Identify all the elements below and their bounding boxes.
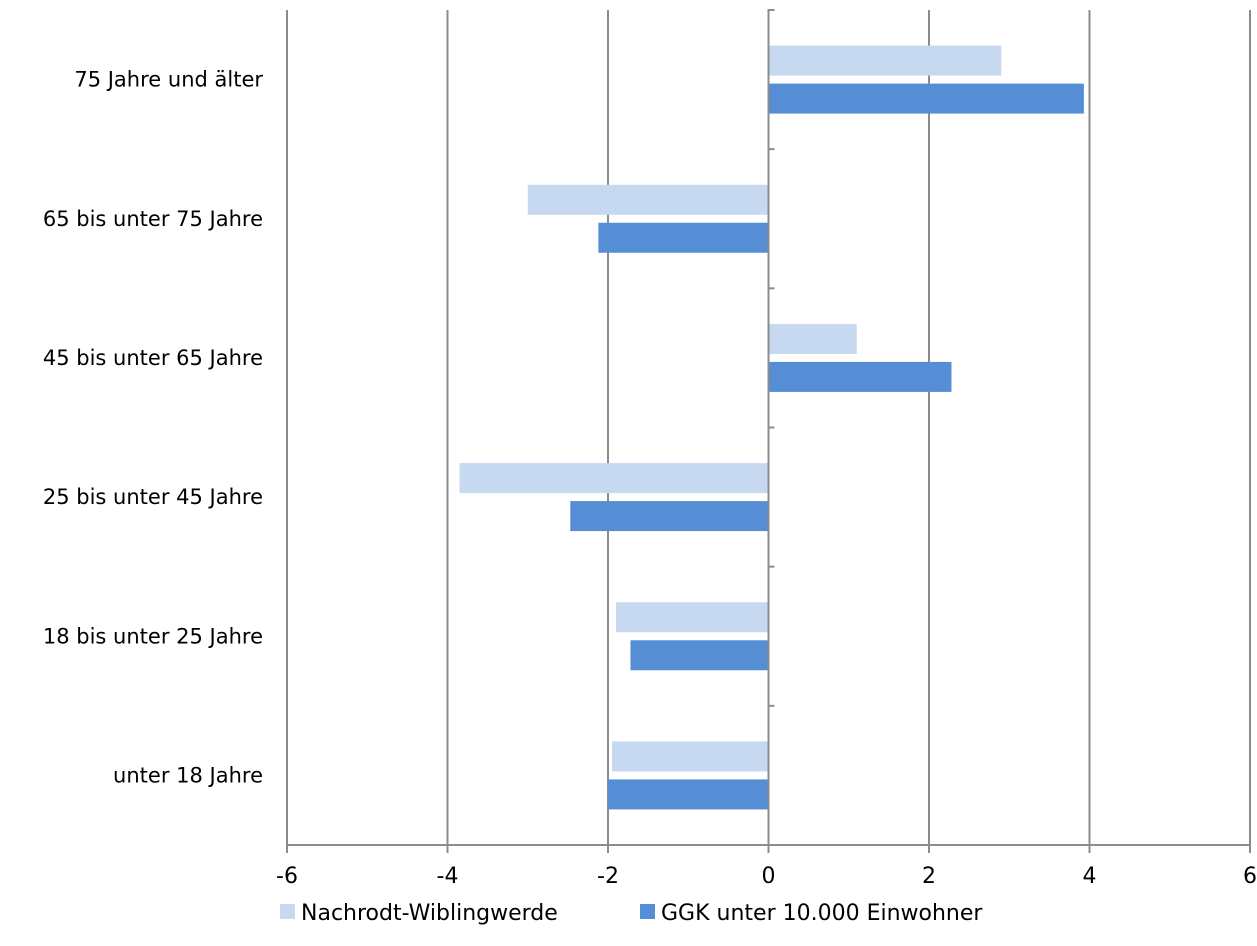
category-label: 75 Jahre und älter: [74, 68, 263, 92]
bar-series2-cat1: [608, 779, 769, 810]
x-tick-label: 0: [762, 864, 776, 889]
category-label: 25 bis unter 45 Jahre: [43, 485, 263, 509]
bar-series2-cat5: [598, 222, 769, 253]
x-tick-labels: -6 -4 -2 0 2 4 6: [276, 864, 1257, 889]
x-tick-label: 6: [1243, 864, 1257, 889]
category-label: 65 bis unter 75 Jahre: [43, 207, 263, 231]
category-label: unter 18 Jahre: [113, 763, 263, 787]
x-tick-label: 4: [1083, 864, 1097, 889]
legend-swatch: [640, 904, 655, 919]
bar-series1-cat6: [768, 45, 1002, 76]
bar-series1-cat4: [768, 323, 857, 354]
bar-series1-cat1: [612, 741, 769, 772]
x-tick-label: -6: [276, 864, 298, 889]
legend-item-2: GGK unter 10.000 Einwohner: [640, 901, 983, 926]
category-label: 18 bis unter 25 Jahre: [43, 624, 263, 648]
bar-series2-cat6: [768, 83, 1084, 114]
legend-label: GGK unter 10.000 Einwohner: [661, 901, 983, 926]
bar-series1-cat5: [527, 184, 769, 215]
legend-label: Nachrodt-Wiblingwerde: [301, 901, 558, 926]
legend-item-1: Nachrodt-Wiblingwerde: [280, 901, 558, 926]
category-labels: unter 18 Jahre 18 bis unter 25 Jahre 25 bi…: [43, 68, 263, 788]
legend: Nachrodt-Wiblingwerde GGK unter 10.000 Ei…: [280, 901, 983, 926]
x-tick-label: -2: [597, 864, 619, 889]
axes: [286, 9, 1251, 853]
bar-series2-cat4: [768, 361, 952, 392]
x-tick-label: -4: [437, 864, 459, 889]
category-label: 45 bis unter 65 Jahre: [43, 346, 263, 370]
legend-swatch: [280, 904, 295, 919]
gridlines: [286, 10, 1251, 845]
bars: [459, 45, 1084, 810]
bar-series2-cat2: [630, 640, 769, 671]
x-tick-label: 2: [922, 864, 936, 889]
bar-series1-cat3: [459, 463, 769, 494]
bar-series2-cat3: [570, 501, 769, 532]
bar-series1-cat2: [616, 602, 769, 633]
